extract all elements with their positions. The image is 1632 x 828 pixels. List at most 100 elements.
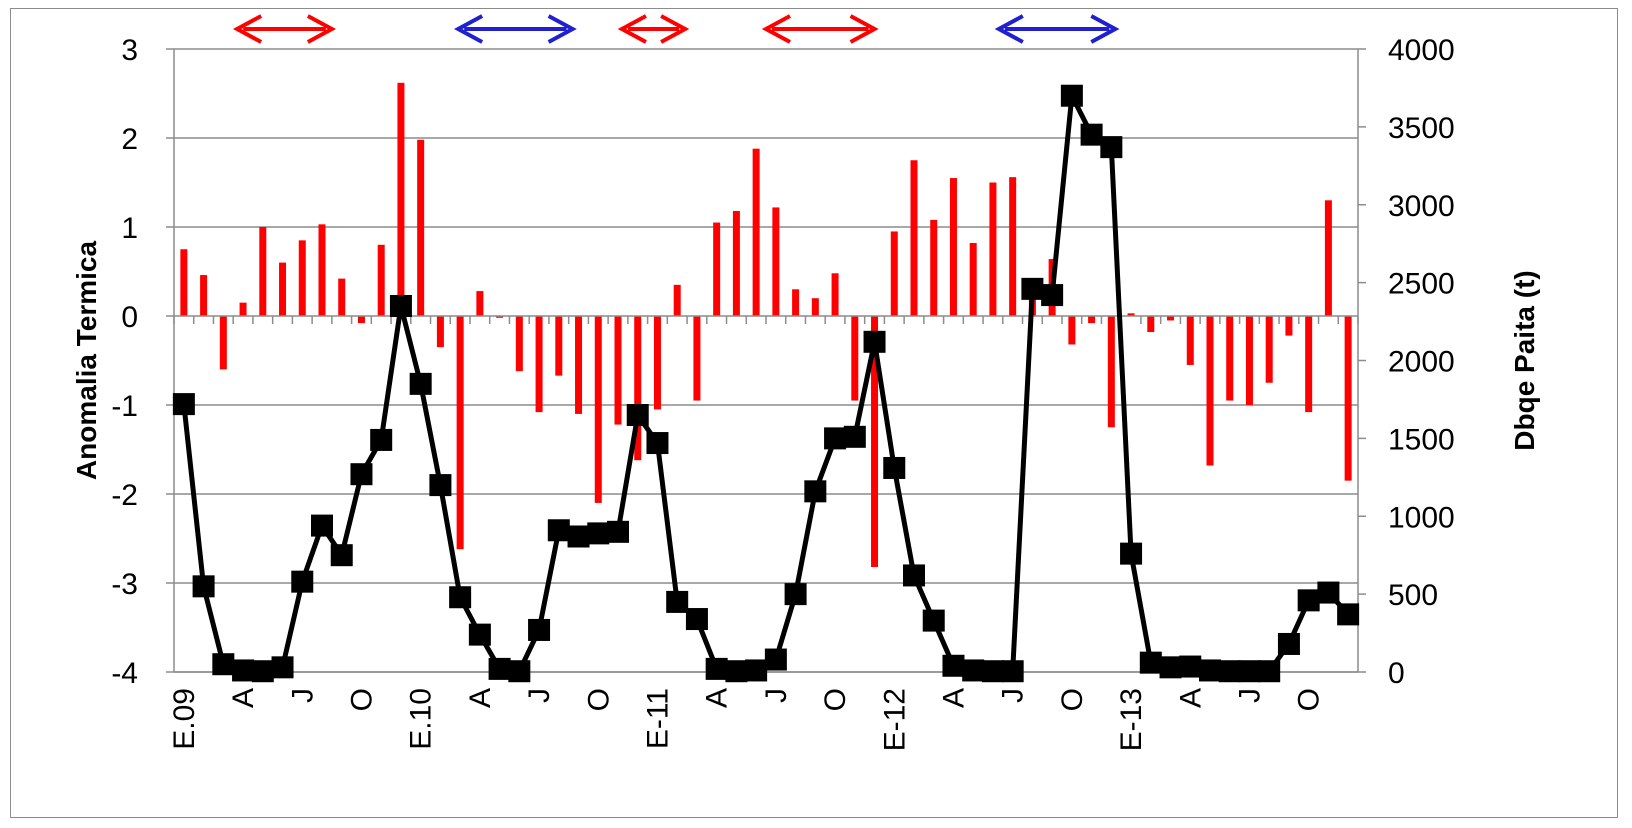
line-marker <box>764 648 787 671</box>
bar <box>1265 316 1273 383</box>
y-axis-right-title: Dbqe Paita (t) <box>1509 270 1540 450</box>
bar <box>298 240 306 316</box>
line-marker <box>1238 660 1261 683</box>
bar <box>180 249 188 316</box>
y-right-tick-label: 1500 <box>1388 423 1455 456</box>
bar <box>713 222 721 316</box>
line-marker <box>981 660 1004 683</box>
line-marker <box>962 659 985 682</box>
x-tick-label: J <box>523 688 556 703</box>
line-marker <box>251 660 274 683</box>
line-marker <box>508 660 531 683</box>
bar <box>772 207 780 316</box>
double-arrow <box>761 14 879 44</box>
line-marker <box>587 522 610 545</box>
line-marker <box>172 393 195 416</box>
bar <box>653 316 661 410</box>
line-marker <box>843 425 866 448</box>
bar <box>732 210 740 316</box>
line-marker <box>311 514 333 537</box>
bar <box>259 227 267 316</box>
bar <box>614 316 622 425</box>
double-arrow <box>617 14 690 44</box>
bar <box>239 302 247 316</box>
bar <box>693 316 701 401</box>
bar <box>1285 316 1293 336</box>
bar <box>969 243 977 316</box>
bar <box>831 273 839 316</box>
bar <box>910 160 918 316</box>
bar <box>279 262 287 316</box>
line-marker <box>409 372 432 395</box>
line-marker <box>488 657 511 680</box>
bar <box>1186 316 1194 365</box>
line-marker <box>883 456 906 479</box>
line-marker <box>567 525 590 548</box>
bar <box>219 316 227 370</box>
line-marker <box>389 294 412 317</box>
bar <box>930 219 938 316</box>
line-marker <box>607 520 629 543</box>
bar <box>357 316 365 324</box>
line-marker <box>804 480 827 503</box>
y-right-tick-label: 2500 <box>1388 268 1455 301</box>
chart-frame <box>10 8 1618 818</box>
y-right-tick-label: 4000 <box>1388 34 1455 67</box>
bar <box>456 316 464 550</box>
line-marker <box>666 590 689 613</box>
arrow-head-right <box>306 14 337 44</box>
line-marker <box>1139 651 1162 674</box>
line-marker <box>824 427 847 450</box>
bar <box>535 316 543 413</box>
bar <box>811 298 819 316</box>
tick-labels: -4 -3 -2 -1 0 1 2 3 0 500 1000 1500 2000 2500 3000 3500… <box>111 34 1454 751</box>
double-arrow <box>453 14 577 44</box>
x-tick-label: J <box>997 688 1030 703</box>
arrow-head-right <box>1090 14 1120 44</box>
line-marker <box>1199 659 1221 682</box>
x-tick-label: A <box>464 688 497 708</box>
bar <box>377 244 385 316</box>
y-right-tick-label: 2000 <box>1388 346 1455 379</box>
y-left-tick-label: -2 <box>111 479 138 512</box>
bar <box>1167 316 1175 321</box>
arrow-head-left <box>232 14 263 44</box>
bar <box>871 316 879 567</box>
x-tick-label: A <box>227 688 260 708</box>
bar <box>1088 316 1096 324</box>
line-marker <box>1179 655 1202 678</box>
bar <box>1324 200 1332 316</box>
x-tick-label: O <box>582 688 615 711</box>
gridlines <box>174 48 1358 673</box>
bar <box>555 316 563 376</box>
line-marker <box>922 609 945 632</box>
bar <box>594 316 602 503</box>
x-tick-label: A <box>701 688 734 708</box>
line-marker <box>468 623 491 646</box>
y-left-tick-label: -4 <box>111 657 138 690</box>
arrow-head-right <box>547 14 577 44</box>
line-marker <box>1100 136 1123 159</box>
line-marker <box>685 608 708 631</box>
bar <box>673 284 681 316</box>
y-right-tick-label: 1000 <box>1388 501 1455 534</box>
y-axis-left-title: Anomalia Termica <box>71 241 102 481</box>
line-marker <box>903 564 925 587</box>
bar <box>476 291 484 316</box>
line-marker <box>291 570 314 593</box>
x-tick-label: E.10 <box>405 688 438 750</box>
x-tick-label: O <box>819 688 852 711</box>
x-tick-label: J <box>286 688 319 703</box>
line-marker <box>547 519 570 542</box>
bar <box>1305 316 1313 413</box>
x-tick-label: E-13 <box>1115 688 1148 751</box>
bar <box>1344 316 1352 481</box>
bar <box>1107 316 1115 428</box>
bar <box>1009 177 1017 316</box>
y-right-tick-label: 500 <box>1388 579 1438 612</box>
x-tick-label: E.09 <box>168 688 201 750</box>
line-marker <box>626 404 649 427</box>
bar <box>318 224 326 316</box>
x-tick-label: E-12 <box>878 688 911 751</box>
y-left-tick-label: -1 <box>111 390 138 423</box>
